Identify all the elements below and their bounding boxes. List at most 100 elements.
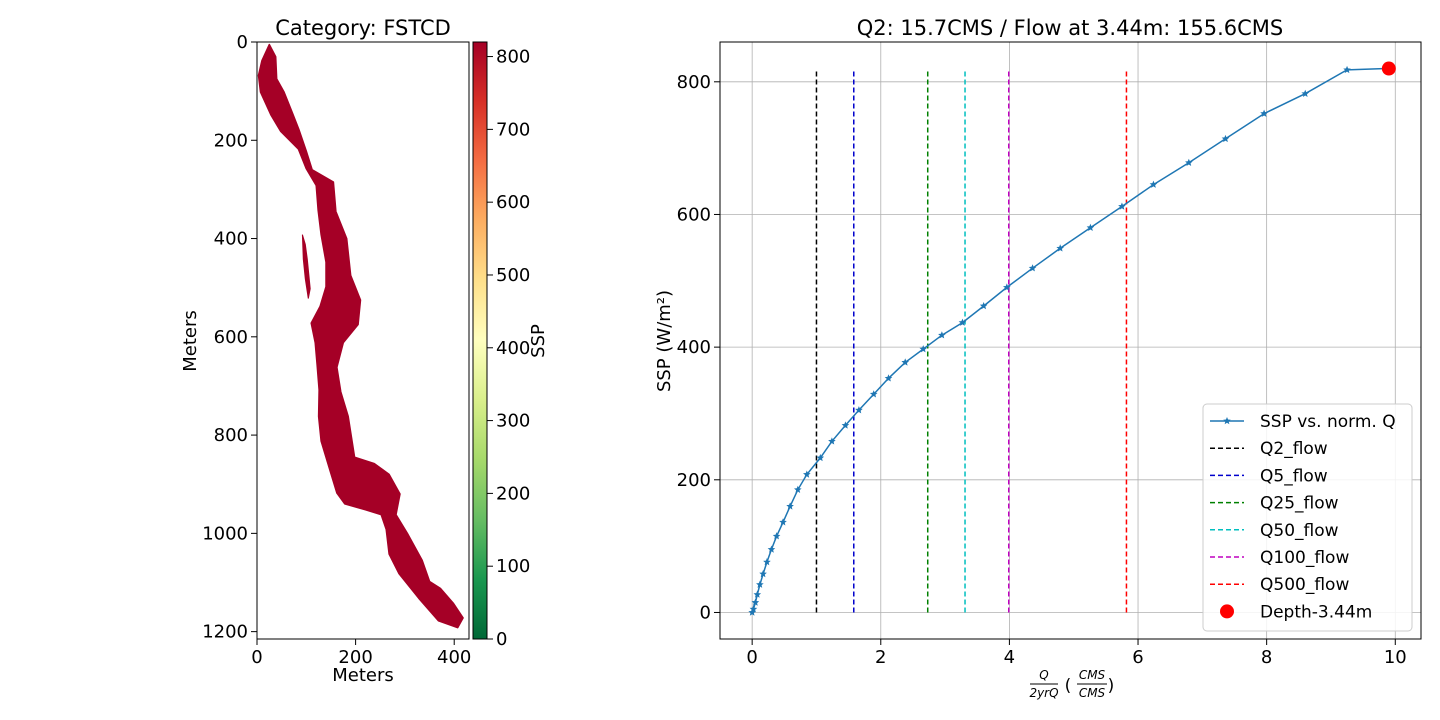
svg-text:(: ( [1065,676,1072,696]
svg-text:CMS: CMS [1079,668,1106,682]
colorbar-tick-label: 400 [496,338,530,359]
heatmap-y-tick-label: 1000 [202,523,248,544]
line-plot-frame [719,41,1422,640]
ssp-series-marker [855,406,863,414]
flow-vlines [815,68,1128,613]
line-x-ticks: 0 2 4 6 8 10 [746,639,1407,668]
legend-label: SSP vs. norm. Q [1260,412,1396,432]
legend: SSP vs. norm. Q Q2_flow Q5_flow Q25_flow Q50… [1202,403,1413,632]
ssp-series-marker [901,358,910,366]
line-x-label: Q 2yrQ ( CMS CMS ) [1029,668,1114,700]
legend-entry: Q500_flow [1210,575,1349,595]
heatmap-y-tick-label: 600 [214,327,248,348]
line-panel: Q2: 15.7CMS / Flow at 3.44m: 155.6CMS 0 2… [654,16,1422,700]
legend-label: Q5_flow [1260,466,1328,486]
heatmap-y-tick-label: 800 [214,425,248,446]
colorbar-tick-label: 700 [496,119,530,140]
heatmap-frame [256,41,470,640]
ssp-series-marker [1149,180,1158,188]
line-chart-title: Q2: 15.7CMS / Flow at 3.44m: 155.6CMS [857,16,1284,40]
ssp-series-marker [749,605,758,613]
legend-label: Depth-3.44m [1260,602,1372,622]
ssp-series-marker [794,485,802,493]
ssp-series-marker [1260,109,1268,117]
heatmap-y-tick-label: 200 [214,130,248,151]
ssp-series-marker [841,421,850,429]
legend-label: Q2_flow [1260,439,1328,459]
depth-point [1381,61,1396,76]
line-x-tick-label: 4 [1004,647,1015,668]
ssp-series-marker [884,374,893,382]
ssp-series-marker [919,345,928,353]
legend-entry: Q5_flow [1210,466,1328,486]
line-x-tick-label: 2 [875,647,886,668]
ssp-series-marker [869,390,878,398]
colorbar-tick-label: 100 [496,556,530,577]
ssp-series-marker [938,331,946,339]
heatmap-y-ticks: 0 200 400 600 800 1000 1200 [202,32,257,643]
ssp-series-marker [751,598,760,606]
ssp-series-marker [759,569,767,578]
flood-region [257,43,464,629]
colorbar-ticks: 0 100 200 300 400 500 600 700 800 [487,47,530,650]
heatmap-y-tick-label: 1200 [202,622,248,643]
ssp-series-marker [1221,134,1230,143]
ssp-series-marker [767,545,776,553]
line-x-tick-label: 8 [1261,647,1272,668]
line-x-tick-label: 10 [1384,647,1407,668]
legend-entry: Q2_flow [1210,439,1328,459]
legend-label: Q25_flow [1260,494,1339,514]
svg-text:): ) [1108,676,1115,696]
heatmap-y-tick-label: 0 [237,32,248,53]
legend-entry: Q50_flow [1210,521,1339,541]
line-y-tick-label: 200 [677,470,711,491]
ssp-series-marker [779,518,787,526]
ssp-series-marker [748,608,756,616]
heatmap-title: Category: FSTCD [275,16,451,40]
line-y-tick-label: 800 [677,72,711,93]
svg-text:CMS: CMS [1079,686,1106,700]
ssp-series-marker [828,437,836,445]
ssp-series-marker [958,318,967,326]
legend-entry: Q25_flow [1210,494,1339,514]
svg-text:Q: Q [1039,668,1048,682]
colorbar: 0 100 200 300 400 500 600 700 800 SSP [472,41,549,650]
heatmap-y-tick-label: 400 [214,229,248,250]
line-y-tick-label: 400 [677,337,711,358]
ssp-series-marker [1003,283,1011,291]
line-y-ticks: 0 200 400 600 800 [677,72,720,623]
ssp-series-marker [1301,89,1310,97]
colorbar-tick-label: 500 [496,265,530,286]
heatmap-x-tick-label: 200 [338,647,372,668]
legend-label: Q50_flow [1260,521,1339,541]
line-y-tick-label: 0 [700,602,711,623]
ssp-series-marker [1056,244,1065,252]
ssp-series-marker [1086,223,1095,231]
ssp-series-marker [979,302,988,310]
line-y-label: SSP (W/m²) [654,290,675,392]
ssp-series-marker [1028,264,1037,272]
ssp-series-marker [803,470,811,478]
ssp-series-marker [772,532,781,540]
ssp-series-marker [816,453,825,462]
heatmap-x-tick-label: 400 [437,647,471,668]
colorbar-tick-label: 800 [496,47,530,68]
flood-region-sliver [301,234,311,299]
legend-entry: Q100_flow [1210,548,1349,568]
heatmap-x-ticks: 0 200 400 [251,639,471,668]
ssp-series-marker [763,558,771,566]
ssp-series-marker [756,580,764,588]
colorbar-gradient [472,41,488,640]
line-x-tick-label: 0 [746,647,757,668]
ssp-series-marker [1118,202,1126,210]
heatmap-panel: Category: FSTCD 0 200 400 0 200 400 600 800 100… [180,16,471,686]
colorbar-tick-label: 200 [496,483,530,504]
line-y-tick-label: 600 [677,204,711,225]
ssp-series-marker [786,502,794,510]
legend-items: SSP vs. norm. Q Q2_flow Q5_flow Q25_flow Q50… [1210,412,1396,622]
line-x-tick-label: 6 [1132,647,1143,668]
ssp-series-marker [1185,158,1193,166]
colorbar-tick-label: 0 [496,629,507,650]
legend-label: Q500_flow [1260,575,1349,595]
